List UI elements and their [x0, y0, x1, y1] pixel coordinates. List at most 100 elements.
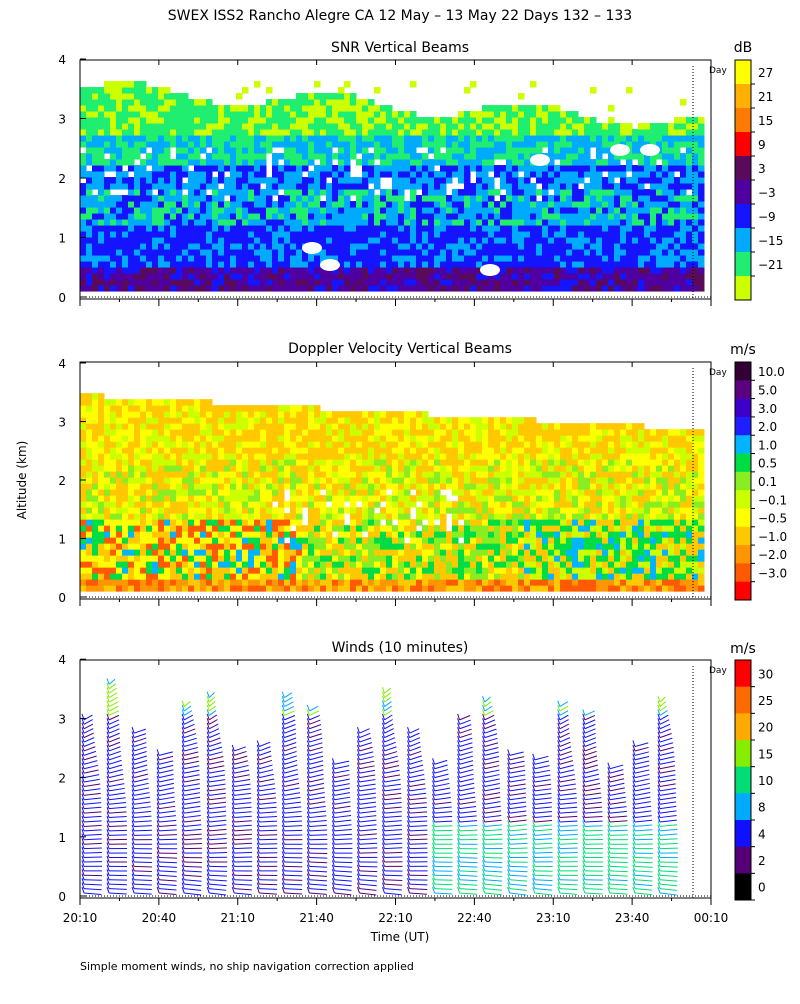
- doppler-cell: [380, 429, 387, 436]
- doppler-cell: [416, 423, 423, 430]
- snr-cell: [428, 255, 435, 261]
- snr-cell: [452, 165, 459, 172]
- doppler-cell: [230, 411, 237, 418]
- snr-cell: [548, 273, 555, 280]
- snr-cell: [122, 81, 129, 88]
- snr-cell: [344, 267, 351, 274]
- doppler-cell: [356, 555, 363, 562]
- doppler-cell: [122, 459, 129, 466]
- snr-cell: [530, 105, 537, 112]
- snr-cell: [374, 255, 381, 261]
- doppler-cell: [284, 471, 291, 478]
- snr-cell: [308, 153, 315, 160]
- snr-cell: [656, 123, 663, 130]
- snr-cell: [680, 135, 687, 142]
- snr-cell: [386, 249, 393, 256]
- snr-cell: [530, 141, 537, 148]
- snr-cell: [170, 249, 177, 256]
- snr-cell: [134, 189, 141, 196]
- doppler-cell: [260, 435, 267, 442]
- doppler-cell: [80, 393, 87, 400]
- snr-cell: [164, 267, 171, 274]
- snr-cell: [698, 273, 705, 280]
- doppler-cell: [86, 429, 93, 436]
- doppler-cell: [140, 537, 147, 544]
- doppler-cell: [188, 447, 195, 454]
- snr-cell: [548, 231, 555, 238]
- snr-cell: [680, 225, 687, 232]
- snr-cell: [260, 279, 267, 286]
- doppler-cell: [254, 471, 261, 478]
- doppler-cell: [110, 513, 117, 520]
- snr-cell: [542, 129, 549, 136]
- doppler-cell: [194, 531, 201, 538]
- snr-cell: [332, 195, 339, 202]
- snr-cell: [350, 93, 357, 100]
- doppler-cell: [278, 555, 285, 562]
- snr-cell: [662, 135, 669, 142]
- snr-cell: [524, 165, 531, 172]
- snr-cell: [134, 111, 141, 118]
- doppler-cell: [164, 567, 171, 574]
- doppler-cell: [248, 453, 255, 460]
- snr-cell: [428, 285, 435, 292]
- snr-cell: [290, 147, 297, 154]
- doppler-cell: [92, 405, 99, 412]
- snr-cell: [302, 267, 309, 274]
- doppler-cell: [236, 441, 243, 448]
- doppler-cell: [332, 489, 339, 496]
- snr-cell: [602, 249, 609, 256]
- snr-cell: [596, 273, 603, 280]
- doppler-cell: [116, 585, 123, 592]
- snr-cell: [164, 279, 171, 286]
- doppler-cell: [422, 573, 429, 580]
- snr-cell: [686, 243, 693, 250]
- doppler-cell: [146, 471, 153, 478]
- snr-cell: [380, 261, 387, 268]
- doppler-cell: [248, 567, 255, 574]
- snr-cell: [506, 177, 513, 184]
- snr-cell: [116, 273, 123, 280]
- colorbar-swatch: [735, 156, 751, 181]
- snr-cell: [290, 159, 297, 166]
- snr-cell: [638, 195, 645, 202]
- snr-cell: [320, 279, 327, 286]
- doppler-cell: [92, 567, 99, 574]
- doppler-cell: [272, 459, 279, 466]
- doppler-cell: [200, 429, 207, 436]
- snr-cell: [296, 267, 303, 274]
- snr-cell: [656, 165, 663, 172]
- doppler-cell: [152, 465, 159, 472]
- snr-cell: [686, 249, 693, 256]
- snr-cell: [566, 141, 573, 148]
- doppler-cell: [380, 507, 387, 514]
- snr-cell: [194, 237, 201, 244]
- doppler-cell: [200, 477, 207, 484]
- doppler-cell: [254, 483, 261, 490]
- snr-cell: [92, 159, 99, 166]
- doppler-cell: [416, 441, 423, 448]
- snr-cell: [290, 177, 297, 184]
- doppler-cell: [122, 519, 129, 526]
- doppler-cell: [182, 411, 189, 418]
- doppler-cell: [134, 543, 141, 550]
- snr-cell: [524, 195, 531, 202]
- doppler-cell: [374, 549, 381, 556]
- snr-cell: [230, 135, 237, 142]
- snr-cell: [200, 123, 207, 130]
- doppler-cell: [254, 447, 261, 454]
- doppler-cell: [134, 519, 141, 526]
- snr-cell: [614, 285, 621, 292]
- snr-cell: [446, 231, 453, 238]
- snr-cell: [290, 255, 297, 261]
- doppler-cell: [188, 435, 195, 442]
- snr-cell: [206, 129, 213, 136]
- snr-cell: [134, 117, 141, 124]
- snr-cell: [662, 243, 669, 250]
- snr-cell: [104, 279, 111, 286]
- doppler-cell: [302, 465, 309, 472]
- doppler-cell: [266, 435, 273, 442]
- snr-cell: [518, 141, 525, 148]
- snr-cell: [284, 273, 291, 280]
- snr-cell: [176, 153, 183, 160]
